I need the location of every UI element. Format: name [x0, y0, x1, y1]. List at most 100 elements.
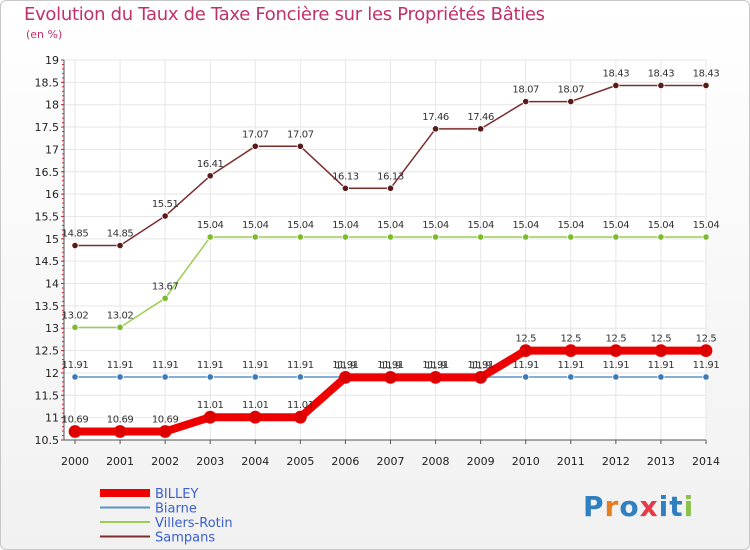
data-point-biarne: [251, 373, 259, 381]
data-label-biarne: 11.91: [242, 360, 269, 371]
data-label-billey: 11.9: [335, 360, 356, 371]
data-point-sampans: [206, 172, 214, 180]
data-point-sampans: [612, 81, 620, 90]
data-point-villers-rotin: [522, 233, 530, 241]
y-tick-label: 12: [45, 367, 59, 380]
data-label-villers-rotin: 13.02: [107, 310, 134, 321]
data-label-biarne: 11.91: [422, 360, 449, 371]
data-point-villers-rotin: [296, 233, 304, 241]
y-tick-label: 16: [45, 188, 59, 201]
data-point-billey: [293, 410, 307, 424]
data-label-billey: 10.69: [152, 415, 179, 426]
data-label-sampans: 17.46: [467, 112, 494, 123]
data-label-sampans: 16.13: [377, 171, 404, 182]
y-tick-label: 13: [45, 322, 59, 335]
y-tick-label: 10.5: [35, 434, 60, 447]
logo-letter: i: [658, 490, 670, 523]
data-point-sampans: [251, 142, 259, 150]
data-label-sampans: 16.41: [197, 159, 224, 170]
y-tick-label: 14.5: [35, 255, 60, 268]
data-point-biarne: [161, 373, 169, 381]
data-point-villers-rotin: [251, 233, 259, 241]
data-label-biarne: 11.91: [377, 360, 404, 371]
data-label-biarne: 11.91: [557, 360, 584, 371]
data-label-billey: 12.5: [515, 334, 536, 345]
data-label-villers-rotin: 15.04: [377, 220, 404, 231]
y-tick-label: 18.5: [35, 76, 60, 89]
data-label-biarne: 11.91: [62, 360, 89, 371]
logo-letter: r: [604, 490, 620, 523]
data-point-villers-rotin: [567, 233, 575, 241]
data-point-billey: [158, 425, 172, 438]
data-point-villers-rotin: [116, 323, 124, 331]
data-label-biarne: 11.91: [197, 360, 224, 371]
data-point-billey: [384, 371, 397, 384]
data-label-biarne: 11.91: [603, 360, 630, 371]
data-point-biarne: [71, 373, 79, 381]
data-label-billey: 11.9: [380, 360, 401, 371]
data-point-sampans: [657, 81, 665, 90]
data-label-villers-rotin: 15.04: [557, 220, 584, 231]
y-tick-label: 13.5: [35, 300, 60, 313]
data-label-biarne: 11.91: [152, 360, 179, 371]
data-point-billey: [203, 410, 217, 424]
logo-letter: P: [583, 490, 605, 523]
data-point-villers-rotin: [161, 294, 169, 302]
x-tick-label: 2004: [241, 455, 269, 468]
data-point-sampans: [116, 241, 124, 250]
y-tick-label: 11: [45, 412, 59, 425]
y-tick-label: 15: [45, 233, 59, 246]
data-label-billey: 11.01: [242, 400, 269, 411]
data-point-sampans: [161, 212, 169, 220]
x-tick-label: 2012: [602, 455, 630, 468]
data-point-billey: [699, 344, 713, 357]
data-label-villers-rotin: 15.04: [648, 220, 675, 231]
x-tick-label: 2003: [196, 455, 224, 468]
data-label-sampans: 14.85: [62, 229, 89, 240]
x-tick-label: 2011: [557, 455, 585, 468]
data-point-villers-rotin: [71, 323, 79, 331]
x-tick-label: 2006: [331, 455, 359, 468]
data-label-billey: 10.69: [62, 415, 89, 426]
x-tick-label: 2010: [512, 455, 540, 468]
data-label-biarne: 11.91: [648, 360, 675, 371]
data-point-sampans: [567, 97, 575, 106]
data-label-biarne: 11.91: [287, 360, 314, 371]
data-point-billey: [429, 371, 442, 384]
data-point-billey: [474, 371, 488, 384]
data-point-biarne: [702, 373, 710, 381]
chart-unit-label: (en %): [26, 28, 63, 41]
logo-letter: t: [669, 490, 684, 523]
data-point-sampans: [431, 125, 440, 133]
data-point-sampans: [341, 184, 350, 192]
data-label-sampans: 18.43: [693, 68, 720, 79]
data-point-sampans: [386, 184, 395, 192]
data-point-billey: [68, 425, 82, 438]
data-point-villers-rotin: [477, 233, 485, 241]
y-tick-label: 19: [45, 54, 59, 67]
data-point-billey: [654, 344, 668, 357]
plot-area: [64, 60, 706, 440]
data-point-biarne: [657, 373, 665, 381]
y-tick-label: 15.5: [35, 210, 60, 223]
data-label-villers-rotin: 15.04: [603, 220, 630, 231]
data-point-villers-rotin: [612, 233, 620, 241]
data-point-billey: [609, 344, 623, 357]
data-label-sampans: 18.43: [648, 68, 675, 79]
data-label-sampans: 18.43: [603, 68, 630, 79]
data-point-biarne: [567, 373, 575, 381]
data-label-sampans: 18.07: [557, 85, 584, 96]
data-point-sampans: [477, 125, 485, 133]
data-point-villers-rotin: [702, 233, 710, 241]
data-point-sampans: [522, 97, 530, 106]
data-point-sampans: [296, 142, 304, 150]
data-point-billey: [564, 344, 578, 357]
y-tick-label: 12.5: [35, 345, 60, 358]
x-tick-label: 2002: [151, 455, 179, 468]
data-label-villers-rotin: 13.02: [62, 310, 89, 321]
data-label-biarne: 11.91: [107, 360, 134, 371]
data-label-billey: 12.5: [696, 334, 717, 345]
data-point-villers-rotin: [431, 233, 440, 241]
data-point-sampans: [702, 81, 710, 90]
data-label-billey: 12.5: [606, 334, 627, 345]
